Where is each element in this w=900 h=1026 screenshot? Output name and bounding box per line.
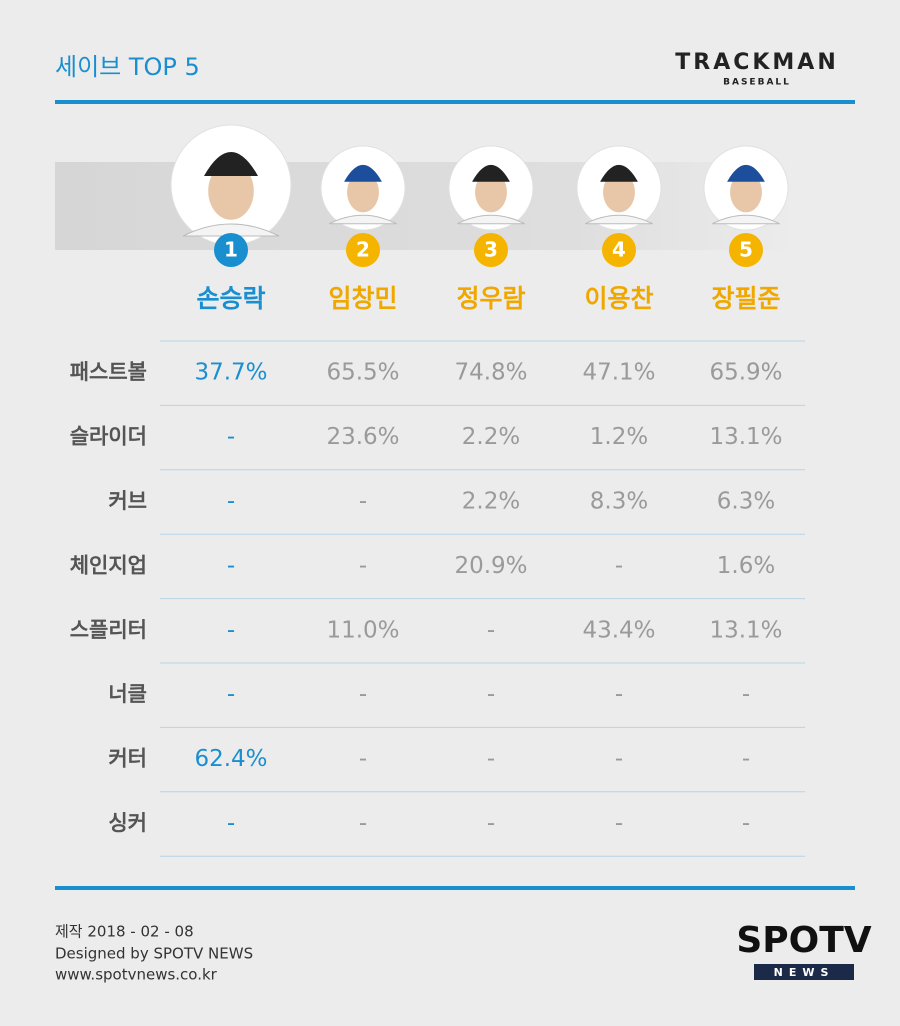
- title: 세이브 TOP 5: [55, 53, 200, 81]
- player-head: [730, 172, 762, 213]
- cell: -: [227, 682, 235, 708]
- cell: -: [742, 682, 750, 708]
- player-head: [347, 172, 379, 213]
- footer-credit: Designed by SPOTV NEWS: [55, 945, 253, 963]
- cell: 43.4%: [582, 617, 655, 643]
- cell: -: [359, 746, 367, 772]
- rank-number: 3: [484, 238, 498, 262]
- row-label: 체인지업: [70, 553, 147, 577]
- logo: TRACKMAN: [675, 50, 839, 75]
- player-cap: [600, 164, 638, 182]
- player-cap: [344, 164, 382, 182]
- cell: 65.9%: [709, 360, 782, 386]
- footer-logo-bar: [754, 964, 854, 980]
- cell: 23.6%: [326, 424, 399, 450]
- cell: -: [359, 489, 367, 515]
- rank-number: 1: [224, 238, 238, 262]
- cell: -: [359, 682, 367, 708]
- row-label: 커브: [108, 489, 147, 513]
- footer-logo: SPOTV: [736, 920, 871, 961]
- player-name: 이용찬: [584, 284, 653, 313]
- photo-band: [55, 162, 795, 250]
- cell: -: [359, 811, 367, 837]
- player-name: 장필준: [711, 284, 780, 313]
- player-head: [208, 162, 254, 220]
- cell: -: [742, 811, 750, 837]
- row-label: 슬라이더: [70, 425, 147, 449]
- rank-badge: [214, 233, 248, 267]
- cell: -: [487, 682, 495, 708]
- divider: [55, 100, 855, 104]
- cell: -: [227, 424, 235, 450]
- divider: [55, 886, 855, 890]
- player-body: [182, 223, 280, 237]
- row-label: 너클: [108, 682, 147, 706]
- cell: -: [615, 811, 623, 837]
- player-body: [585, 214, 653, 225]
- cell: 8.3%: [590, 489, 648, 515]
- player-name: 손승락: [196, 284, 265, 313]
- player-head: [475, 172, 507, 213]
- footer-url: www.spotvnews.co.kr: [55, 966, 218, 984]
- cell: 11.0%: [326, 617, 399, 643]
- cell: 6.3%: [717, 489, 775, 515]
- player-cap: [727, 164, 765, 182]
- cell: 37.7%: [194, 360, 267, 386]
- cell: 13.1%: [709, 617, 782, 643]
- cell: -: [487, 617, 495, 643]
- cell: 1.2%: [590, 424, 648, 450]
- cell: -: [742, 746, 750, 772]
- cell: 20.9%: [454, 553, 527, 579]
- player-name: 정우람: [456, 284, 525, 313]
- rank-number: 4: [612, 238, 626, 262]
- cell: -: [227, 811, 235, 837]
- cell: -: [615, 682, 623, 708]
- player-name: 임창민: [328, 284, 397, 313]
- cell: -: [615, 746, 623, 772]
- cell: 2.2%: [462, 489, 520, 515]
- player-cap: [472, 164, 510, 182]
- player-body: [457, 214, 525, 225]
- cell: 65.5%: [326, 360, 399, 386]
- cell: 1.6%: [717, 553, 775, 579]
- player-head: [603, 172, 635, 213]
- row-label: 커터: [108, 747, 147, 771]
- cell: -: [227, 489, 235, 515]
- rank-badge: [346, 233, 380, 267]
- cell: 2.2%: [462, 424, 520, 450]
- cell: 62.4%: [194, 746, 267, 772]
- cell: -: [487, 811, 495, 837]
- cell: 13.1%: [709, 424, 782, 450]
- cell: -: [227, 553, 235, 579]
- row-label: 싱커: [108, 811, 147, 835]
- row-label: 패스트볼: [70, 360, 147, 384]
- cell: -: [615, 553, 623, 579]
- footer-date: 제작 2018 - 02 - 08: [55, 923, 194, 941]
- footer-logo-sub: NEWS: [774, 966, 835, 979]
- player-body: [329, 214, 397, 225]
- cell: 47.1%: [582, 360, 655, 386]
- rank-badge: [474, 233, 508, 267]
- cell: -: [227, 617, 235, 643]
- player-cap: [204, 152, 258, 176]
- rank-number: 2: [356, 238, 370, 262]
- logo-sub: BASEBALL: [723, 78, 791, 88]
- rank-number: 5: [739, 238, 753, 262]
- rank-badge: [729, 233, 763, 267]
- cell: -: [487, 746, 495, 772]
- cell: 74.8%: [454, 360, 527, 386]
- rank-badge: [602, 233, 636, 267]
- row-label: 스플리터: [70, 618, 147, 642]
- cell: -: [359, 553, 367, 579]
- player-body: [712, 214, 780, 225]
